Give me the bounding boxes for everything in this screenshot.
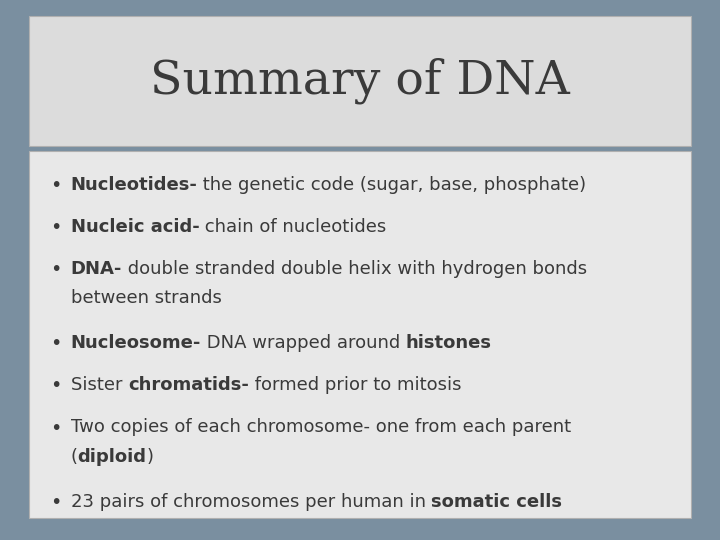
Text: Nucleotides-: Nucleotides-: [71, 176, 197, 193]
Text: •: •: [50, 418, 62, 437]
Text: formed prior to mitosis: formed prior to mitosis: [248, 376, 462, 394]
Bar: [29, 151, 691, 518]
Text: Sister: Sister: [71, 376, 128, 394]
Text: histones: histones: [406, 334, 492, 352]
Text: DNA-: DNA-: [71, 260, 122, 278]
Text: chain of nucleotides: chain of nucleotides: [199, 218, 387, 235]
Text: Two copies of each chromosome- one from each parent: Two copies of each chromosome- one from …: [71, 418, 571, 436]
Text: 23 pairs of chromosomes per human in: 23 pairs of chromosomes per human in: [71, 493, 431, 511]
Text: chromatids-: chromatids-: [128, 376, 248, 394]
Text: •: •: [50, 376, 62, 395]
Text: double stranded double helix with hydrogen bonds: double stranded double helix with hydrog…: [122, 260, 587, 278]
Text: •: •: [50, 218, 62, 237]
Text: somatic cells: somatic cells: [431, 493, 562, 511]
Text: ): ): [147, 448, 153, 466]
Text: the genetic code (sugar, base, phosphate): the genetic code (sugar, base, phosphate…: [197, 176, 587, 193]
Text: Nucleosome-: Nucleosome-: [71, 334, 201, 352]
Text: •: •: [50, 260, 62, 279]
Text: (: (: [71, 448, 78, 466]
Text: Summary of DNA: Summary of DNA: [150, 58, 570, 104]
Text: Nucleic acid-: Nucleic acid-: [71, 218, 199, 235]
Text: •: •: [50, 176, 62, 194]
Text: diploid: diploid: [78, 448, 147, 466]
Text: •: •: [50, 493, 62, 512]
Text: between strands: between strands: [71, 289, 222, 307]
Text: •: •: [50, 334, 62, 353]
Bar: [29, 16, 691, 146]
Text: DNA wrapped around: DNA wrapped around: [201, 334, 406, 352]
